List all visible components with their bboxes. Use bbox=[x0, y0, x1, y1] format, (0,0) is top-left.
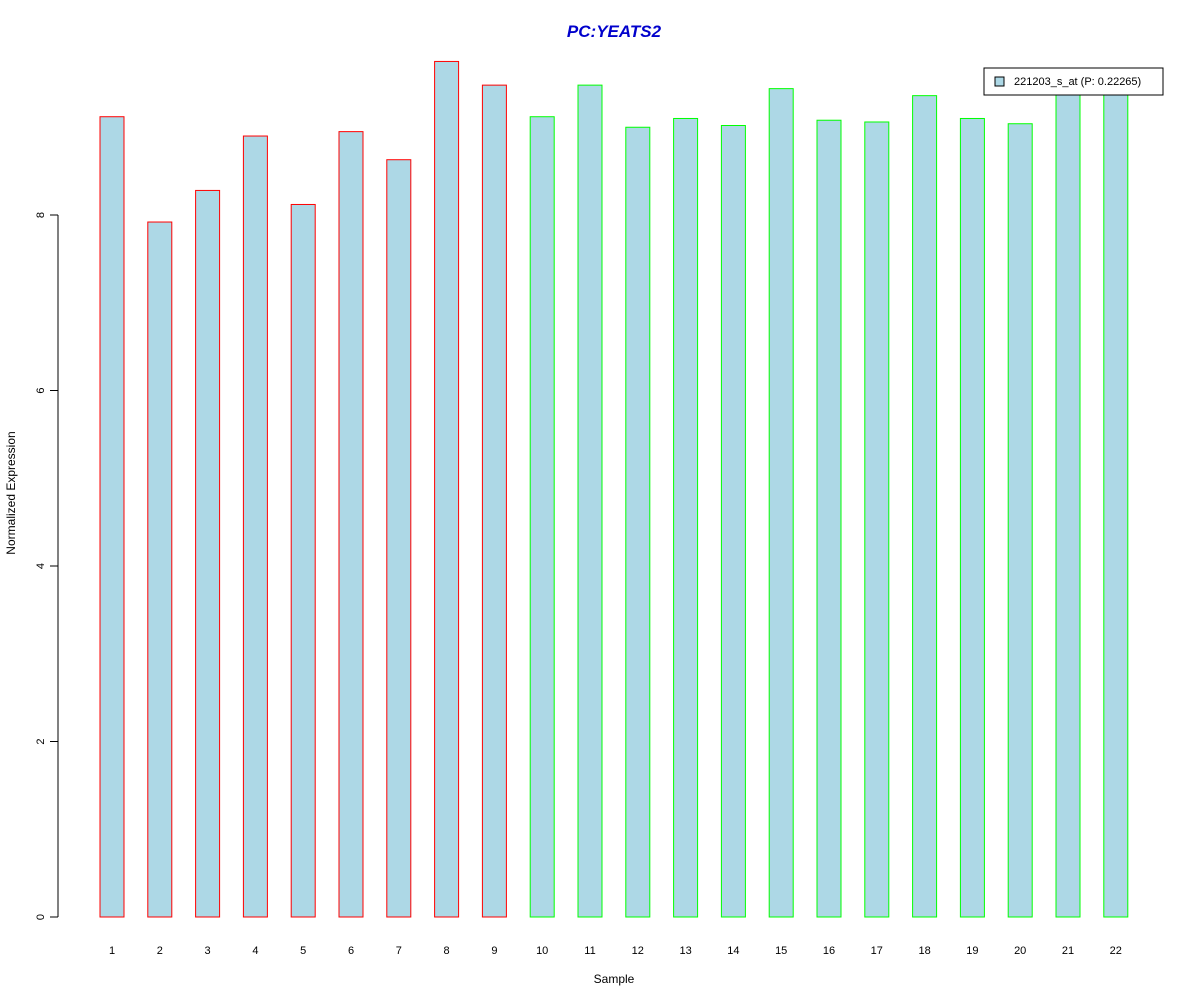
x-tick-label: 1 bbox=[109, 945, 115, 957]
legend-box bbox=[983, 67, 1164, 96]
x-tick-label: 15 bbox=[775, 945, 787, 957]
bar-sample-7 bbox=[386, 159, 412, 918]
x-tick-label: 16 bbox=[823, 945, 835, 957]
bar-sample-14 bbox=[720, 124, 746, 918]
x-tick-label: 11 bbox=[584, 945, 595, 957]
bar-sample-5 bbox=[290, 203, 316, 918]
x-tick-label: 17 bbox=[871, 945, 883, 957]
bars bbox=[99, 60, 1129, 918]
x-tick-label: 6 bbox=[348, 945, 354, 957]
bar-sample-16 bbox=[816, 119, 842, 918]
x-axis-label: Sample bbox=[594, 972, 635, 986]
bar-sample-22 bbox=[1103, 89, 1129, 918]
bar-sample-2 bbox=[147, 221, 173, 918]
x-tick-label: 9 bbox=[491, 945, 497, 957]
bar-sample-9 bbox=[481, 84, 507, 918]
bar-sample-4 bbox=[242, 135, 268, 918]
x-tick-label: 3 bbox=[205, 945, 211, 957]
bar-sample-18 bbox=[912, 95, 938, 918]
y-tick-label: 8 bbox=[35, 212, 47, 218]
legend-entry-label: 221203_s_at (P: 0.22265) bbox=[1014, 76, 1141, 88]
x-tick-label: 7 bbox=[396, 945, 402, 957]
y-tick-label: 0 bbox=[35, 914, 47, 920]
x-tick-label: 10 bbox=[536, 945, 548, 957]
bar-sample-20 bbox=[1007, 123, 1033, 918]
x-tick-label: 4 bbox=[252, 945, 258, 957]
x-tick-label: 12 bbox=[632, 945, 644, 957]
x-tick-label: 13 bbox=[679, 945, 691, 957]
bar-sample-19 bbox=[959, 117, 985, 918]
bar-sample-15 bbox=[768, 88, 794, 918]
x-tick-labels: 1 2 3 4 5 6 7 8 9 10 11 12 13 14 15 16 17 18 19 20 21 22 bbox=[109, 945, 1122, 957]
bar-sample-8 bbox=[434, 60, 460, 918]
x-tick-label: 14 bbox=[727, 945, 739, 957]
x-tick-label: 2 bbox=[157, 945, 163, 957]
x-tick-label: 19 bbox=[966, 945, 978, 957]
x-tick-label: 22 bbox=[1110, 945, 1122, 957]
legend-swatch bbox=[994, 76, 1005, 87]
bar-sample-13 bbox=[673, 117, 699, 918]
legend: 221203_s_at (P: 0.22265) bbox=[983, 67, 1164, 96]
bar-sample-12 bbox=[625, 126, 651, 918]
bar-sample-11 bbox=[577, 84, 603, 918]
chart-title: PC:YEATS2 bbox=[567, 22, 662, 41]
bar-sample-6 bbox=[338, 131, 364, 918]
bar-sample-3 bbox=[195, 189, 221, 918]
y-axis: 0 2 4 6 8 bbox=[35, 212, 59, 920]
y-tick-label: 4 bbox=[35, 563, 47, 569]
bar-sample-10 bbox=[529, 116, 555, 918]
x-tick-label: 18 bbox=[918, 945, 930, 957]
x-tick-label: 20 bbox=[1014, 945, 1026, 957]
bar-sample-1 bbox=[99, 116, 125, 918]
bar-sample-21 bbox=[1055, 89, 1081, 918]
x-tick-label: 5 bbox=[300, 945, 306, 957]
y-axis-label: Normalized Expression bbox=[4, 431, 18, 554]
y-tick-label: 2 bbox=[35, 738, 47, 744]
x-tick-label: 21 bbox=[1062, 945, 1074, 957]
bar-sample-17 bbox=[864, 121, 890, 918]
y-tick-label: 6 bbox=[35, 387, 47, 393]
x-tick-label: 8 bbox=[444, 945, 450, 957]
